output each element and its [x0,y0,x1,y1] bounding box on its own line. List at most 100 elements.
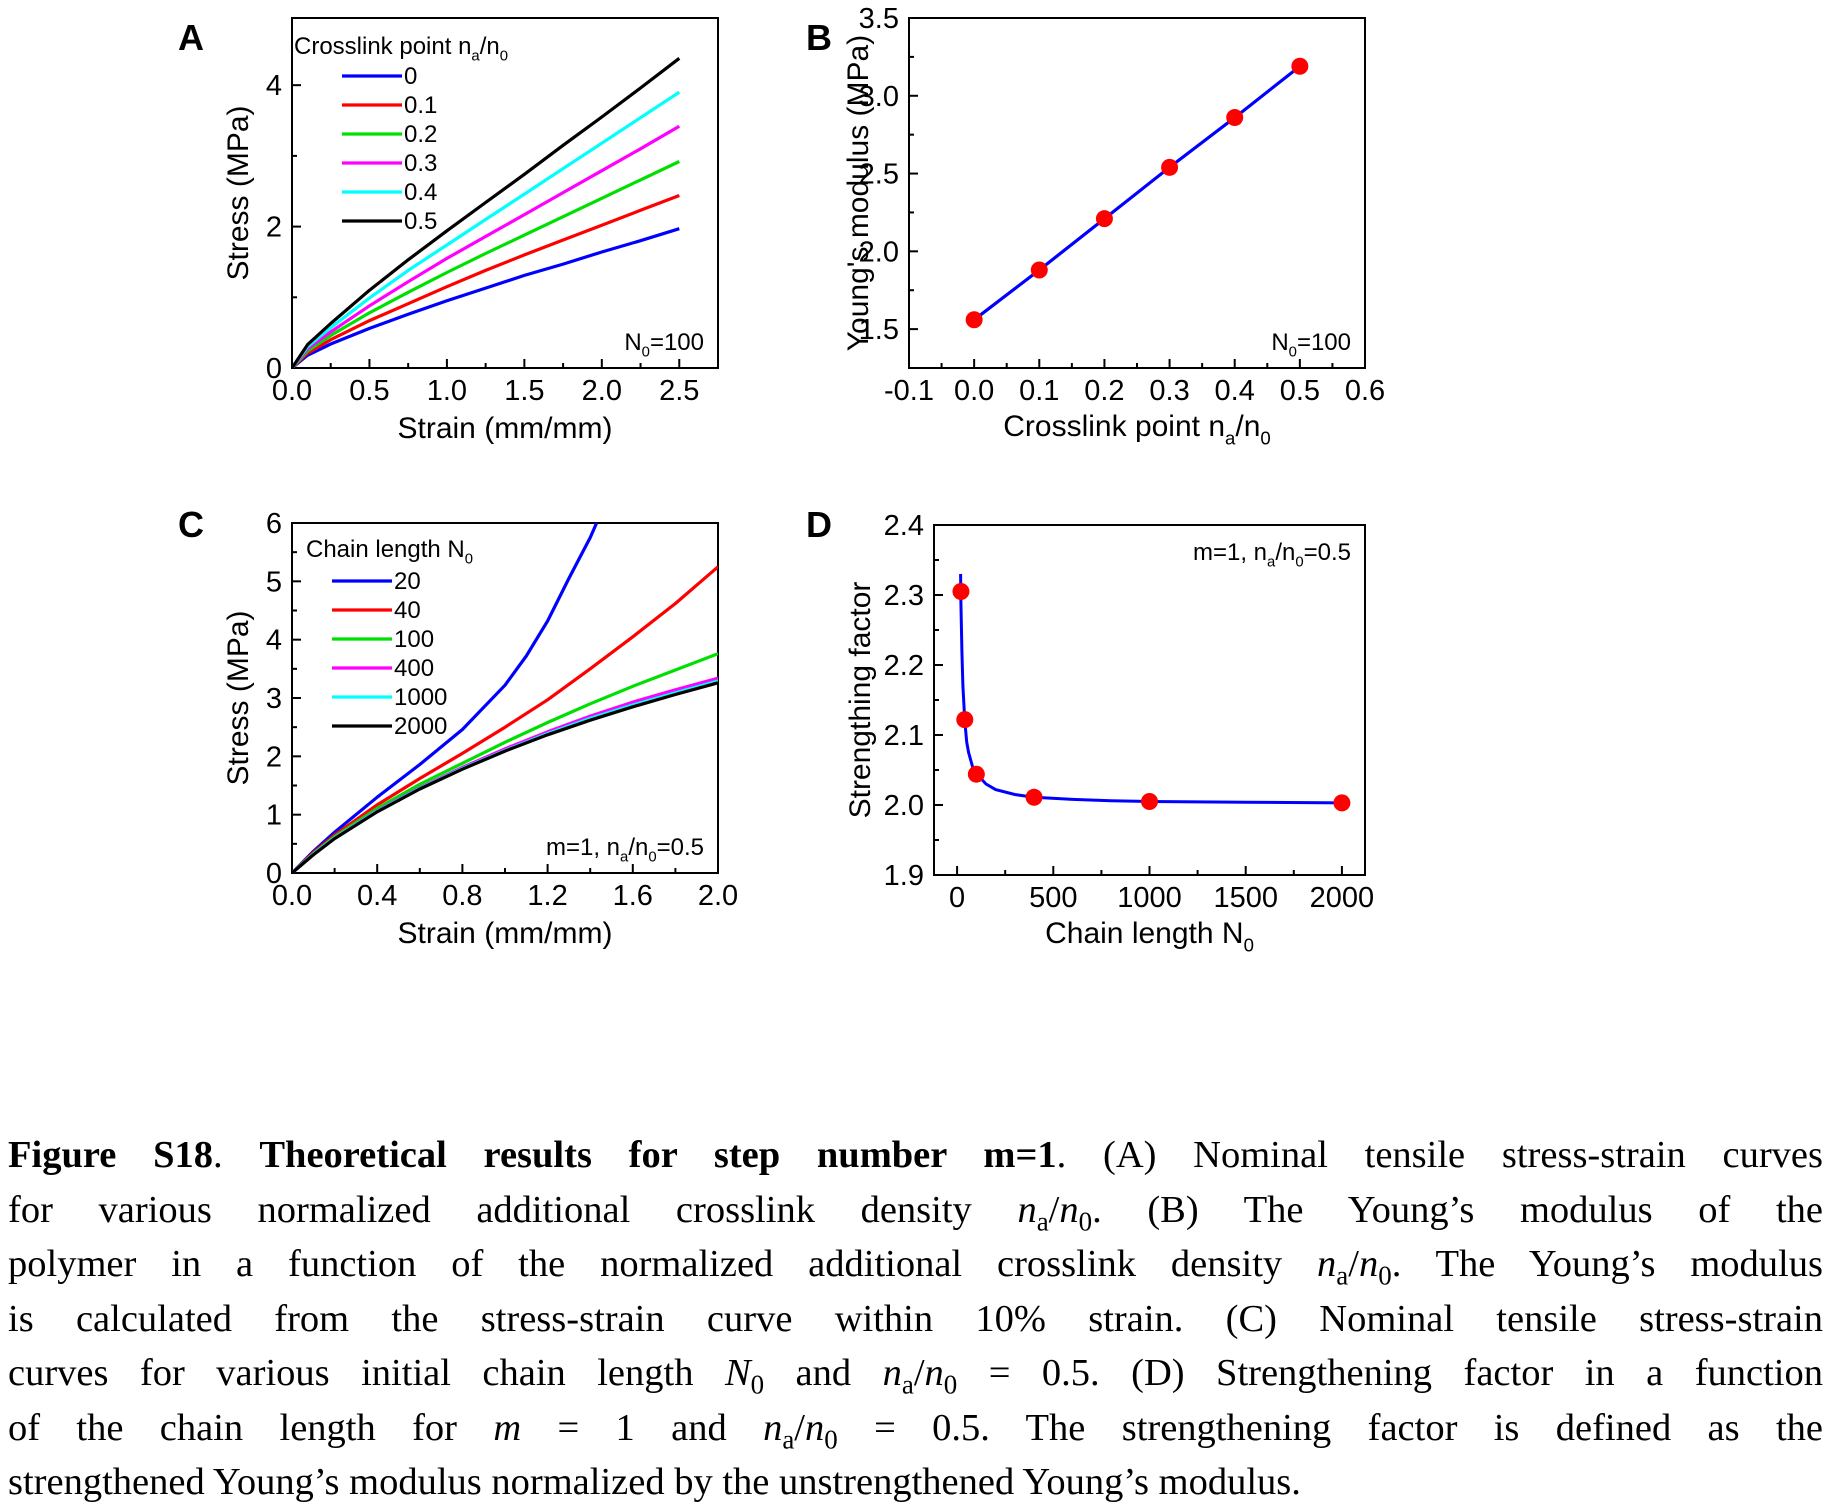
x-axis-title: Strain (mm/mm) [398,412,613,445]
series-line-1000 [292,679,718,873]
caption-text: and [764,1352,883,1394]
x-tick-label: 1.0 [427,375,467,407]
subscript: a [1267,555,1276,571]
panel-letter: D [806,504,832,545]
caption-line: strengthened Young’s modulus normalized … [8,1455,1823,1510]
caption-text: N [724,1352,751,1394]
chart-panel-d: D 0 500 1000 1500 2000 1.9 2.0 2.1 2.2 2.3 2.4 Chain… [806,504,1374,955]
caption-text: m [493,1406,522,1449]
caption-text: / [794,1406,805,1449]
series-line-400 [292,676,718,873]
series-line-0 [973,64,1301,322]
chart-panel-b: B -0.1 0.0 0.1 0.2 0.3 0.4 0.5 0.6 1.5 2.0 2.5 3.0 3.… [806,3,1385,448]
series-line-0.4 [292,90,681,368]
caption-text: n [763,1406,783,1449]
x-tick-label: 2.5 [659,375,699,407]
chart-panel-a: A 0.0 0.5 1.0 1.5 2.0 2.5 0 2 4 Strain (mm/mm) Stre… [178,17,719,445]
x-tick-label: 0.5 [349,375,389,407]
caption-text: n [805,1406,825,1449]
caption-text: . [213,1134,260,1176]
caption-subscript: 0 [1078,1206,1093,1237]
data-point [1333,794,1351,812]
x-tick-label: 2000 [1310,882,1375,914]
caption-text: n [1317,1243,1337,1285]
legend-label: 40 [394,597,421,624]
caption-line: for various normalized additional crossl… [8,1183,1823,1238]
y-axis-title: Stress (MPa) [222,105,255,280]
text-part: =100 [650,329,704,356]
subscript: 0 [465,552,473,568]
caption-text: . The Young’s modulus [1391,1243,1823,1285]
data-point [1291,57,1309,75]
caption-subscript: a [901,1369,914,1400]
y-tick-label: 5 [266,566,282,598]
annotation: m=1, na/n0=0.5 [1193,539,1351,571]
x-tick-label: 0.4 [1215,375,1255,407]
text-part: Crosslink point n [1003,410,1225,443]
x-tick-label: 1.2 [527,880,567,912]
x-tick-label: -0.1 [884,375,934,407]
caption-subscript: a [1336,1260,1349,1291]
text-part: m=1, n [546,834,620,861]
caption-text: . (B) The Young’s modulus of the [1092,1188,1823,1231]
x-tick-label: 0.6 [1345,375,1385,407]
y-tick-label: 2 [266,212,282,244]
x-axis-title: Crosslink point na/n0 [1003,410,1270,448]
caption-subscript: 0 [943,1369,958,1400]
text-part: Crosslink point n [294,33,471,60]
caption-text: / [913,1352,925,1394]
y-tick-label: 2.5 [859,159,899,191]
caption-subscript: 0 [824,1424,838,1455]
y-tick-label: 2.4 [884,510,924,542]
annotation: m=1, na/n0=0.5 [546,834,704,866]
legend-title: Crosslink point na/n0 [294,33,508,65]
legend-title: Chain length N0 [306,536,473,568]
caption-text: curves for various initial chain length [8,1352,725,1394]
plot-frame [291,17,719,369]
caption-line: of the chain length for m = 1 and na/n0 … [8,1401,1823,1456]
subscript: 0 [642,345,650,361]
caption-text: = 1 and [521,1406,764,1449]
figure-caption: Figure S18. Theoretical results for step… [8,1128,1823,1510]
caption-subscript: 0 [1378,1260,1392,1291]
legend-label: 0.5 [404,208,437,235]
data-point [1226,109,1244,127]
y-tick-label: 2.2 [884,650,924,682]
series-line-0 [292,227,680,368]
subscript: a [1225,427,1236,448]
caption-text: n [882,1352,902,1394]
caption-text: n [1059,1188,1079,1231]
data-point [1095,210,1113,228]
caption-line: is calculated from the stress-strain cur… [8,1292,1823,1347]
caption-text: strengthened Young’s modulus normalized … [8,1461,1301,1503]
subscript: a [620,850,629,866]
y-tick-label: 4 [266,70,282,102]
data-point [965,311,983,329]
panel-letter: A [178,17,204,58]
x-axis-title: Chain length N0 [1045,917,1254,955]
data-point [952,583,970,600]
text-part: /n [1235,410,1260,443]
data-point [1141,793,1158,810]
x-tick-label: 1.6 [613,880,653,912]
y-tick-label: 2.3 [884,580,924,612]
y-tick-label: 0 [266,353,282,385]
caption-subscript: a [782,1424,795,1455]
subscript: a [471,49,480,65]
subscript: 0 [500,49,508,65]
x-tick-label: 2.0 [582,375,622,407]
y-tick-label: 6 [266,508,282,540]
y-tick-label: 3.5 [859,3,899,35]
series-line-0.2 [292,160,680,368]
y-tick-label: 3 [266,683,282,715]
annotation: N0=100 [624,329,704,361]
x-tick-label: 1000 [1117,882,1182,914]
y-tick-label: 0 [266,858,282,890]
text-part: =100 [1297,329,1351,356]
y-tick-label: 1.9 [884,860,924,892]
caption-text: / [1348,1243,1359,1285]
caption-text: polymer in a function of the normalized … [8,1243,1318,1285]
caption-text: Figure S18 [8,1134,213,1176]
series-line-20 [292,523,599,873]
x-axis-title: Strain (mm/mm) [398,917,613,950]
